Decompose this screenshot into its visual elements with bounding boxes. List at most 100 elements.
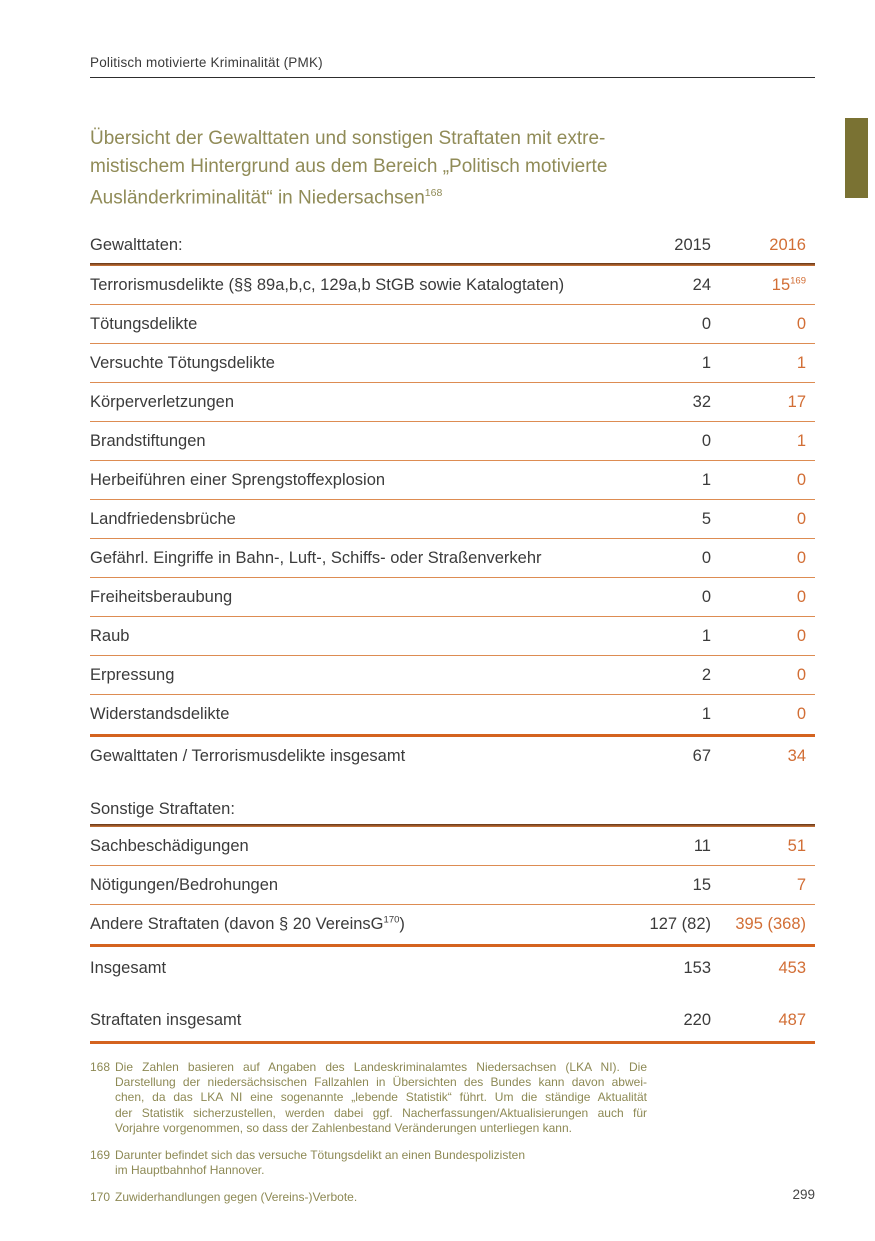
- value-2016: 453: [778, 958, 806, 977]
- title-line-1: Übersicht der Gewalttaten und sonstigen …: [90, 128, 606, 149]
- value-2015: 0: [701, 548, 711, 567]
- footnote-ref-169: 169: [790, 275, 806, 286]
- section2-rule: [90, 824, 815, 827]
- bottom-rule: [90, 1041, 815, 1044]
- value-2015: 0: [701, 431, 711, 450]
- table-row-brandstiftungen: Brandstiftungen 0 1: [90, 422, 815, 461]
- section2-header: Sonstige Straftaten:: [90, 794, 815, 824]
- value-2015: 153: [683, 958, 711, 977]
- value-2015: 1: [701, 626, 711, 645]
- footnote-number: 168: [90, 1060, 111, 1074]
- section-spacer: [90, 776, 815, 794]
- value-2016: 1: [796, 353, 806, 372]
- footnote-ref-170: 170: [383, 914, 400, 926]
- value-2016: 7: [796, 875, 806, 894]
- header-2016: 2016: [769, 236, 806, 254]
- value-2015: 0: [701, 587, 711, 606]
- row-label: Landfriedensbrüche: [90, 509, 236, 528]
- value-2016: 0: [796, 509, 806, 528]
- footnote-number: 170: [90, 1190, 111, 1205]
- value-2015: 127 (82): [649, 915, 711, 933]
- value-2016: 15169: [771, 275, 806, 294]
- footnote-ref-168: 168: [424, 187, 443, 199]
- header-2015: 2015: [674, 236, 711, 254]
- table-row-andere-straftaten: Andere Straftaten (davon § 20 VereinsG17…: [90, 905, 815, 944]
- row-label: Nötigungen/Bedrohungen: [90, 875, 279, 894]
- header-rule: [90, 263, 815, 266]
- title-line-2: mistischem Hintergrund aus dem Bereich „…: [90, 155, 608, 177]
- footnotes: 168 Die Zahlen basieren auf Angaben des …: [90, 1060, 690, 1218]
- value-2015: 2: [701, 665, 711, 684]
- section2-label: Sonstige Straftaten:: [90, 799, 235, 818]
- value-2015: 0: [701, 314, 711, 333]
- row-label: Gefährl. Eingriffe in Bahn-, Luft-, Schi…: [90, 548, 542, 567]
- footnote-170: 170 Zuwiderhandlungen gegen (Vereins-)Ve…: [90, 1190, 690, 1205]
- value-2016: 0: [796, 587, 806, 606]
- running-header: Politisch motivierte Kriminalität (PMK): [90, 55, 323, 70]
- table-row-sprengstoffexplosion: Herbeiführen einer Sprengstoffexplosion …: [90, 461, 815, 500]
- value-2015: 5: [701, 509, 711, 528]
- row-label: Insgesamt: [90, 958, 167, 977]
- row-label: Erpressung: [90, 665, 175, 684]
- row-label: Raub: [90, 626, 130, 645]
- footnote-text: Die Zahlen basieren auf Angaben des Land…: [115, 1060, 647, 1135]
- table-row-insgesamt: Insgesamt 153 453: [90, 947, 815, 989]
- table-header-row: Gewalttaten: 2015 2016: [90, 228, 815, 263]
- footnote-text: Zuwiderhandlungen gegen (Vereins-)Verbot…: [115, 1190, 358, 1205]
- subtotal-rule: [90, 944, 815, 947]
- running-header-rule: [90, 77, 815, 78]
- value-2015: 11: [693, 836, 711, 855]
- row-label: Andere Straftaten (davon § 20 VereinsG17…: [90, 914, 405, 933]
- table-row-versuchte-toetungsdelikte: Versuchte Tötungsdelikte 1 1: [90, 344, 815, 383]
- value-2015: 1: [701, 353, 711, 372]
- value-2015: 67: [692, 747, 711, 765]
- value-2016: 0: [796, 314, 806, 333]
- total-rule: [90, 734, 815, 737]
- table-row-toetungsdelikte: Tötungsdelikte 0 0: [90, 305, 815, 344]
- value-2016: 0: [796, 705, 806, 723]
- row-label: Tötungsdelikte: [90, 314, 198, 333]
- row-label: Herbeiführen einer Sprengstoffexplosion: [90, 470, 386, 489]
- value-2016: 1: [796, 431, 806, 450]
- chapter-tab: [845, 118, 868, 198]
- table-row-gefaehrliche-eingriffe: Gefährl. Eingriffe in Bahn-, Luft-, Schi…: [90, 539, 815, 578]
- table-row-widerstandsdelikte: Widerstandsdelikte 1 0: [90, 695, 815, 734]
- value-2015: 32: [692, 392, 711, 411]
- value-2016: 51: [787, 836, 806, 855]
- table-row-straftaten-insgesamt: Straftaten insgesamt 220 487: [90, 999, 815, 1041]
- footnote-169: 169 Darunter befindet sich das versuche …: [90, 1148, 690, 1178]
- value-2016: 0: [796, 626, 806, 645]
- section-title: Übersicht der Gewalttaten und sonstigen …: [90, 125, 750, 212]
- row-label: Terrorismusdelikte (§§ 89a,b,c, 129a,b S…: [90, 275, 565, 294]
- table-row-gewalttaten-total: Gewalttaten / Terrorismusdelikte insgesa…: [90, 737, 815, 776]
- value-2015: 15: [692, 875, 711, 894]
- value-2016: 34: [787, 747, 806, 765]
- title-line-3: Ausländerkriminalität“ in Niedersachsen1…: [90, 187, 443, 209]
- value-2016: 0: [796, 470, 806, 489]
- value-2016: 395 (368): [735, 915, 806, 933]
- row-label: Gewalttaten / Terrorismusdelikte insgesa…: [90, 747, 406, 765]
- table-row-erpressung: Erpressung 2 0: [90, 656, 815, 695]
- header-label: Gewalttaten:: [90, 236, 183, 254]
- row-label: Widerstandsdelikte: [90, 705, 230, 723]
- value-2015: 1: [701, 705, 711, 723]
- table-row-noetigungen: Nötigungen/Bedrohungen 15 7: [90, 866, 815, 905]
- footnote-168: 168 Die Zahlen basieren auf Angaben des …: [90, 1060, 690, 1136]
- value-2016: 17: [787, 392, 806, 411]
- value-2016: 0: [796, 665, 806, 684]
- page-number: 299: [792, 1187, 815, 1202]
- row-label: Sachbeschädigungen: [90, 836, 249, 855]
- row-label: Freiheitsberaubung: [90, 587, 233, 606]
- table-row-koerperverletzungen: Körperverletzungen 32 17: [90, 383, 815, 422]
- value-2016: 0: [796, 548, 806, 567]
- value-2015: 220: [683, 1010, 711, 1029]
- row-label: Brandstiftungen: [90, 431, 206, 450]
- value-2016: 487: [778, 1010, 806, 1029]
- table-row-sachbeschaedigungen: Sachbeschädigungen 11 51: [90, 827, 815, 866]
- footnote-number: 169: [90, 1148, 111, 1163]
- table-row-raub: Raub 1 0: [90, 617, 815, 656]
- value-2015: 1: [701, 470, 711, 489]
- row-label: Versuchte Tötungsdelikte: [90, 353, 275, 372]
- footnote-text: Darunter befindet sich das versuche Tötu…: [115, 1148, 526, 1178]
